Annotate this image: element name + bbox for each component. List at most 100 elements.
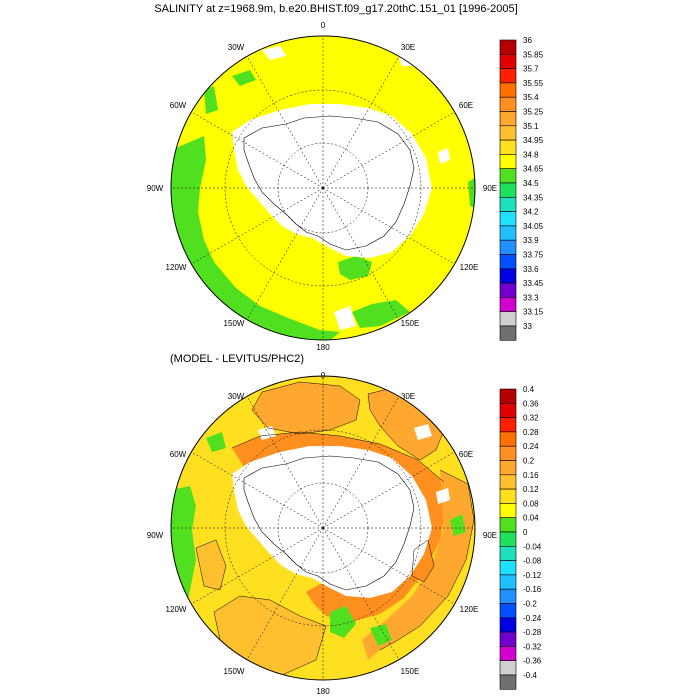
bottom-colorbar-label: -0.24 [523, 614, 542, 623]
bottom-colorbar-label: 0.4 [523, 385, 535, 394]
top-lon-label-90e: 90E [483, 184, 497, 193]
bottom-lon-label-90e: 90E [483, 531, 497, 540]
top-colorbar-swatch [499, 311, 517, 327]
top-lon-label-90w: 90W [147, 184, 164, 193]
bottom-colorbar-swatch [499, 617, 517, 633]
bottom-colorbar-swatch [499, 646, 517, 662]
top-colorbar-label: 34.5 [523, 179, 539, 188]
bottom-antarctica-land [232, 446, 432, 598]
bottom-map-border [170, 375, 476, 681]
top-colorbar-swatch [499, 325, 517, 341]
bottom-colorbar-label: -0.32 [523, 642, 542, 651]
bottom-white-patch-3 [436, 488, 450, 504]
top-colorbar-label: 35.55 [523, 79, 544, 88]
bottom-lon-label-180: 180 [316, 687, 330, 696]
bottom-colorbar-label: -0.04 [523, 542, 542, 551]
top-green-nw-patch [204, 86, 218, 114]
top-colorbar-swatch [499, 211, 517, 227]
top-green-north-patch [232, 70, 256, 86]
top-colorbar-label: 34.8 [523, 150, 539, 159]
bottom-colorbar: 0.4 0.36 0.32 0.28 0.24 0.2 0.16 0.12 0.08 0.04 0 -… [499, 385, 542, 690]
top-colorbar-label: 33.15 [523, 308, 544, 317]
top-colorbar-label: 33.3 [523, 293, 539, 302]
bottom-colorbar-swatch [499, 660, 517, 676]
bottom-coastline [243, 455, 415, 591]
bottom-colorbar-swatch [499, 574, 517, 590]
top-colorbar-swatch [499, 39, 517, 55]
top-colorbar-label: 35.4 [523, 93, 539, 102]
top-white-patch-3 [334, 306, 356, 330]
top-colorbar-label: 33 [523, 322, 532, 331]
top-colorbar-label: 33.45 [523, 279, 544, 288]
top-lon-label-150e: 150E [401, 319, 420, 328]
top-colorbar: 36 35.85 35.7 35.55 35.4 35.25 35.1 34.95 34.8 34… [499, 36, 544, 341]
top-lon-label-60e: 60E [459, 101, 473, 110]
bottom-colorbar-swatch [499, 603, 517, 619]
bottom-colorbar-swatch [499, 460, 517, 476]
bottom-colorbar-label: 0.2 [523, 457, 535, 466]
top-colorbar-label: 34.2 [523, 208, 539, 217]
bottom-colorbar-label: -0.16 [523, 585, 542, 594]
top-lon-label-30w: 30W [228, 43, 245, 52]
bottom-colorbar-swatch [499, 560, 517, 576]
top-colorbar-label: 33.9 [523, 236, 539, 245]
bottom-lon-label-90w: 90W [147, 531, 164, 540]
bottom-graticule [171, 376, 475, 680]
top-colorbar-swatch [499, 111, 517, 127]
top-colorbar-swatch [499, 268, 517, 284]
top-panel-title: SALINITY at z=1968.9m, b.e20.BHIST.f09_g… [154, 3, 517, 15]
bottom-white-patch-1 [258, 426, 276, 440]
top-colorbar-swatch [499, 282, 517, 298]
top-colorbar-swatch [499, 53, 517, 69]
bottom-lon-label-150e: 150E [401, 667, 420, 676]
top-lon-label-0: 0 [321, 21, 326, 30]
top-colorbar-swatch [499, 168, 517, 184]
top-colorbar-swatch [499, 139, 517, 155]
bottom-colorbar-label: 0.04 [523, 514, 539, 523]
top-colorbar-label: 35.25 [523, 108, 544, 117]
top-colorbar-label: 34.95 [523, 136, 544, 145]
bottom-colorbar-swatch [499, 445, 517, 461]
top-colorbar-swatch [499, 197, 517, 212]
top-lon-label-30e: 30E [401, 43, 415, 52]
bottom-colorbar-label: 0.36 [523, 399, 539, 408]
top-colorbar-label: 34.05 [523, 222, 544, 231]
top-green-east-patch [468, 176, 475, 210]
bottom-panel: (MODEL - LEVITUS/PHC2) [147, 353, 542, 696]
top-map [171, 36, 475, 340]
top-graticule [171, 36, 475, 340]
top-colorbar-label: 34.65 [523, 165, 544, 174]
bottom-colorbar-label: -0.4 [523, 671, 537, 680]
top-colorbar-label: 35.7 [523, 65, 539, 74]
bottom-lon-label-0: 0 [321, 371, 326, 380]
bottom-colorbar-label: -0.12 [523, 571, 542, 580]
bottom-orange-south [214, 596, 326, 676]
bottom-lon-label-60e: 60E [459, 450, 473, 459]
top-antarctica-land [232, 104, 432, 258]
top-map-border [170, 35, 476, 341]
bottom-green-east [450, 514, 466, 536]
top-lon-labels: 0 30E 60E 90E 120E 150E 180 150W 120W 90… [147, 21, 497, 352]
top-colorbar-swatch [499, 96, 517, 112]
bottom-green-nw [206, 432, 226, 452]
top-panel: SALINITY at z=1968.9m, b.e20.BHIST.f09_g… [147, 3, 544, 352]
bottom-colorbar-label: -0.08 [523, 557, 542, 566]
bottom-colorbar-label: 0.32 [523, 414, 539, 423]
bottom-colorbar-label: 0.16 [523, 471, 539, 480]
top-colorbar-label: 35.1 [523, 122, 539, 131]
top-colorbar-label: 36 [523, 36, 532, 45]
bottom-colorbar-swatch [499, 431, 517, 447]
top-colorbar-swatch [499, 254, 517, 270]
bottom-panel-title: (MODEL - LEVITUS/PHC2) [170, 353, 304, 365]
bottom-colorbar-swatch [499, 674, 517, 690]
bottom-colorbar-label: 0 [523, 528, 528, 537]
top-colorbar-swatch [499, 297, 517, 312]
top-colorbar-label: 33.75 [523, 251, 544, 260]
bottom-colorbar-swatch [499, 631, 517, 647]
bottom-colorbar-label: 0.12 [523, 485, 539, 494]
bottom-colorbar-label: -0.2 [523, 600, 537, 609]
top-coastline [243, 115, 415, 251]
top-colorbar-label: 33.6 [523, 265, 539, 274]
bottom-colorbar-swatch [499, 503, 517, 518]
